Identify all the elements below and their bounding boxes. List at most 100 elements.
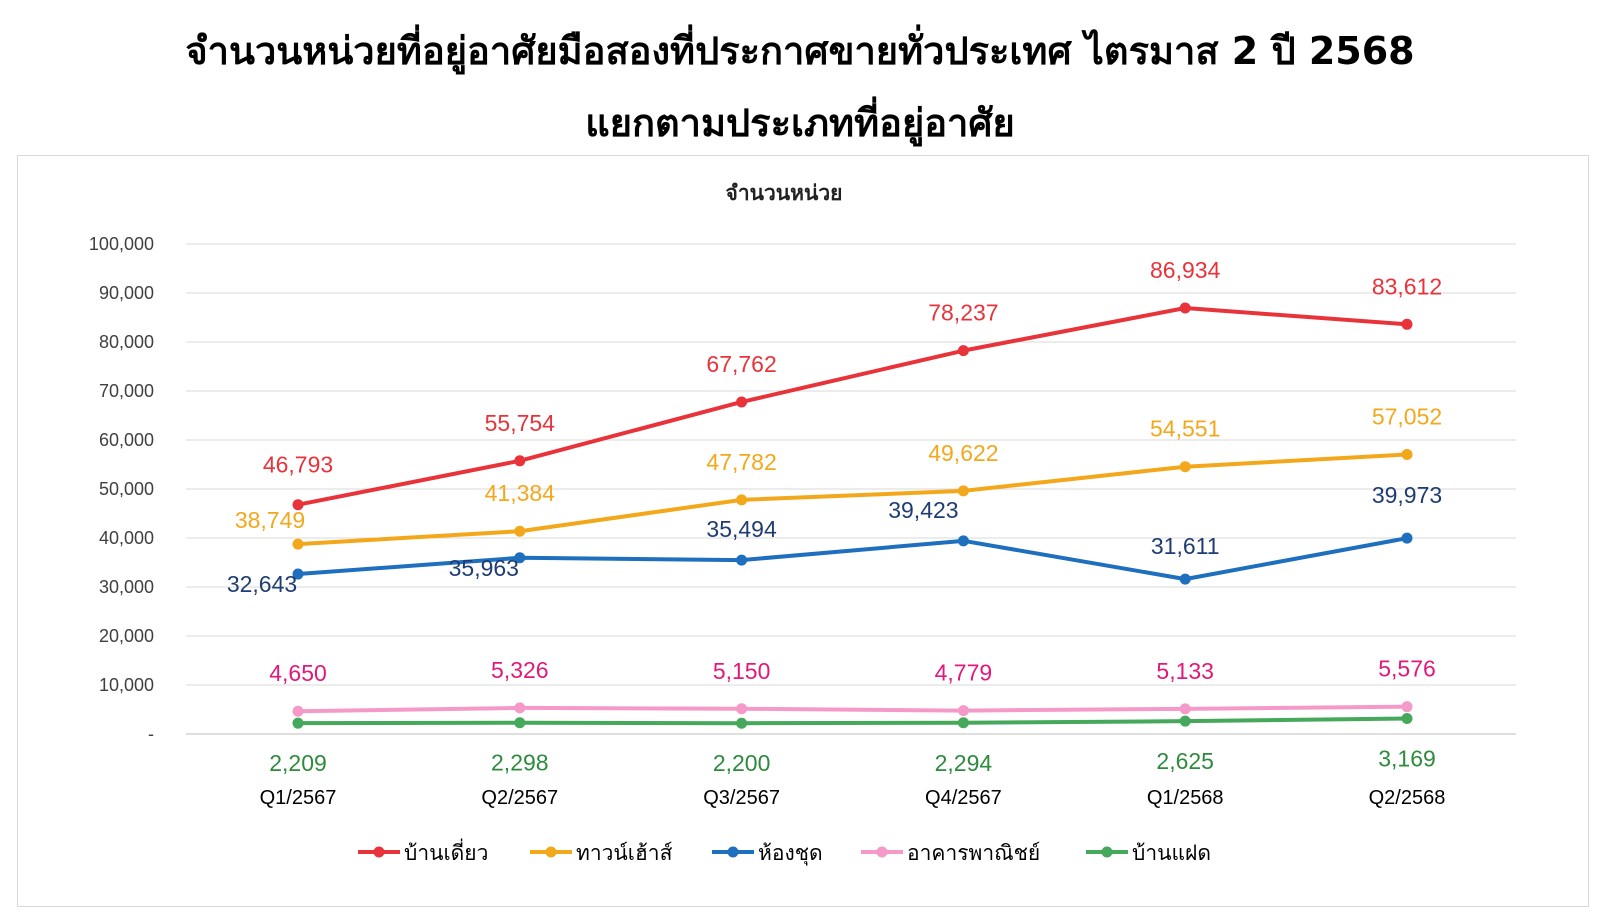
data-point — [957, 345, 969, 357]
data-point — [514, 455, 526, 467]
data-label: 2,298 — [491, 750, 549, 776]
legend-label: บ้านเดี่ยว — [404, 838, 488, 865]
data-point — [1179, 302, 1191, 314]
legend-marker — [1101, 846, 1113, 858]
data-label: 5,133 — [1156, 658, 1214, 684]
legend-label: บ้านแฝด — [1132, 841, 1211, 865]
data-label: 41,384 — [485, 480, 556, 506]
data-labels: 46,793 55,754 67,762 78,237 86,934 83,612 38,7… — [227, 257, 1442, 776]
data-label: 35,963 — [449, 555, 519, 581]
x-tick-label: Q1/2568 — [1147, 787, 1224, 809]
legend: บ้านเดี่ยว ทาวน์เฮ้าส์ ห้องชุด อาคารพาณิชย์… — [358, 838, 1211, 866]
data-point — [514, 552, 526, 564]
y-tick-label: 50,000 — [99, 479, 154, 499]
data-label: 39,423 — [888, 497, 958, 523]
data-label: 5,326 — [491, 657, 549, 683]
data-point — [736, 717, 748, 729]
series-line — [296, 716, 1409, 726]
data-label: 2,209 — [269, 750, 327, 776]
chart-frame: - 10,000 20,000 30,000 40,000 50,000 60,000 70,… — [17, 155, 1589, 907]
data-label: 2,200 — [713, 750, 771, 776]
page-subtitle: แยกตามประเภทที่อยู่อาศัย — [585, 101, 1015, 145]
data-label: 5,150 — [713, 658, 771, 684]
legend-marker — [545, 846, 557, 858]
data-label: 38,749 — [235, 507, 305, 533]
data-point — [1401, 701, 1413, 713]
data-label: 78,237 — [928, 300, 998, 326]
y-tick-label: 30,000 — [99, 577, 154, 597]
x-tick-label: Q2/2568 — [1369, 787, 1446, 809]
data-label: 3,169 — [1378, 745, 1436, 771]
data-label: 31,611 — [1151, 533, 1220, 559]
data-point — [292, 538, 304, 550]
data-point — [292, 705, 304, 717]
data-point — [1179, 703, 1191, 715]
y-tick-label: 100,000 — [89, 234, 154, 254]
line-chart: - 10,000 20,000 30,000 40,000 50,000 60,000 70,… — [89, 181, 1516, 866]
y-tick-label: 90,000 — [99, 283, 154, 303]
data-label: 32,643 — [227, 571, 297, 597]
data-label: 5,576 — [1378, 656, 1436, 682]
y-tick-label: 10,000 — [99, 675, 154, 695]
y-tick-label: 60,000 — [99, 430, 154, 450]
series-line — [296, 306, 1409, 507]
data-point — [1179, 715, 1191, 727]
data-point — [736, 396, 748, 408]
data-point — [1401, 448, 1413, 460]
data-label: 55,754 — [485, 410, 556, 436]
x-axis-ticks: Q1/2567 Q2/2567 Q3/2567 Q4/2567 Q1/2568 Q2/25… — [260, 787, 1446, 809]
gridlines — [186, 243, 1516, 735]
y-tick-label: - — [148, 724, 154, 744]
data-point — [292, 717, 304, 729]
legend-label: ห้องชุด — [758, 841, 823, 866]
legend-label: ทาวน์เฮ้าส์ — [576, 841, 673, 865]
data-point — [957, 717, 969, 729]
data-point — [736, 554, 748, 566]
x-tick-label: Q4/2567 — [925, 787, 1002, 809]
x-tick-label: Q3/2567 — [703, 787, 780, 809]
data-label: 2,294 — [935, 750, 993, 776]
data-label: 4,650 — [269, 660, 327, 686]
series-group — [292, 302, 1413, 729]
legend-marker — [373, 846, 385, 858]
data-label: 49,622 — [928, 440, 998, 466]
data-label: 39,973 — [1372, 482, 1442, 508]
data-label: 57,052 — [1372, 403, 1442, 429]
data-point — [736, 703, 748, 715]
page-title: จำนวนหน่วยที่อยู่อาศัยมือสองที่ประกาศขาย… — [185, 29, 1415, 73]
y-tick-label: 80,000 — [99, 332, 154, 352]
chart-title: จำนวนหน่วย — [726, 181, 843, 205]
data-label: 47,782 — [706, 449, 776, 475]
y-tick-label: 20,000 — [99, 626, 154, 646]
legend-label: อาคารพาณิชย์ — [907, 841, 1040, 865]
data-label: 83,612 — [1372, 273, 1442, 299]
data-point — [514, 717, 526, 729]
y-tick-label: 40,000 — [99, 528, 154, 548]
data-label: 67,762 — [706, 351, 776, 377]
data-point — [1401, 318, 1413, 330]
data-label: 35,494 — [706, 516, 777, 542]
y-tick-label: 70,000 — [99, 381, 154, 401]
data-point — [957, 705, 969, 717]
data-point — [1179, 573, 1191, 585]
data-label: 2,625 — [1156, 748, 1214, 774]
data-point — [1401, 532, 1413, 544]
data-point — [957, 485, 969, 497]
y-axis-ticks: - 10,000 20,000 30,000 40,000 50,000 60,000 70,… — [89, 234, 154, 744]
x-tick-label: Q2/2567 — [481, 787, 558, 809]
data-label: 46,793 — [263, 452, 333, 478]
data-point — [957, 535, 969, 547]
legend-marker — [727, 846, 739, 858]
data-point — [514, 702, 526, 714]
x-tick-label: Q1/2567 — [260, 787, 337, 809]
data-point — [292, 499, 304, 511]
series-line — [296, 452, 1409, 547]
series-line — [296, 704, 1409, 714]
data-point — [292, 568, 304, 580]
legend-marker — [876, 846, 888, 858]
data-label: 86,934 — [1150, 257, 1221, 283]
series-line — [296, 536, 1409, 582]
data-point — [514, 525, 526, 537]
data-point — [1179, 461, 1191, 473]
data-label: 54,551 — [1150, 416, 1220, 442]
